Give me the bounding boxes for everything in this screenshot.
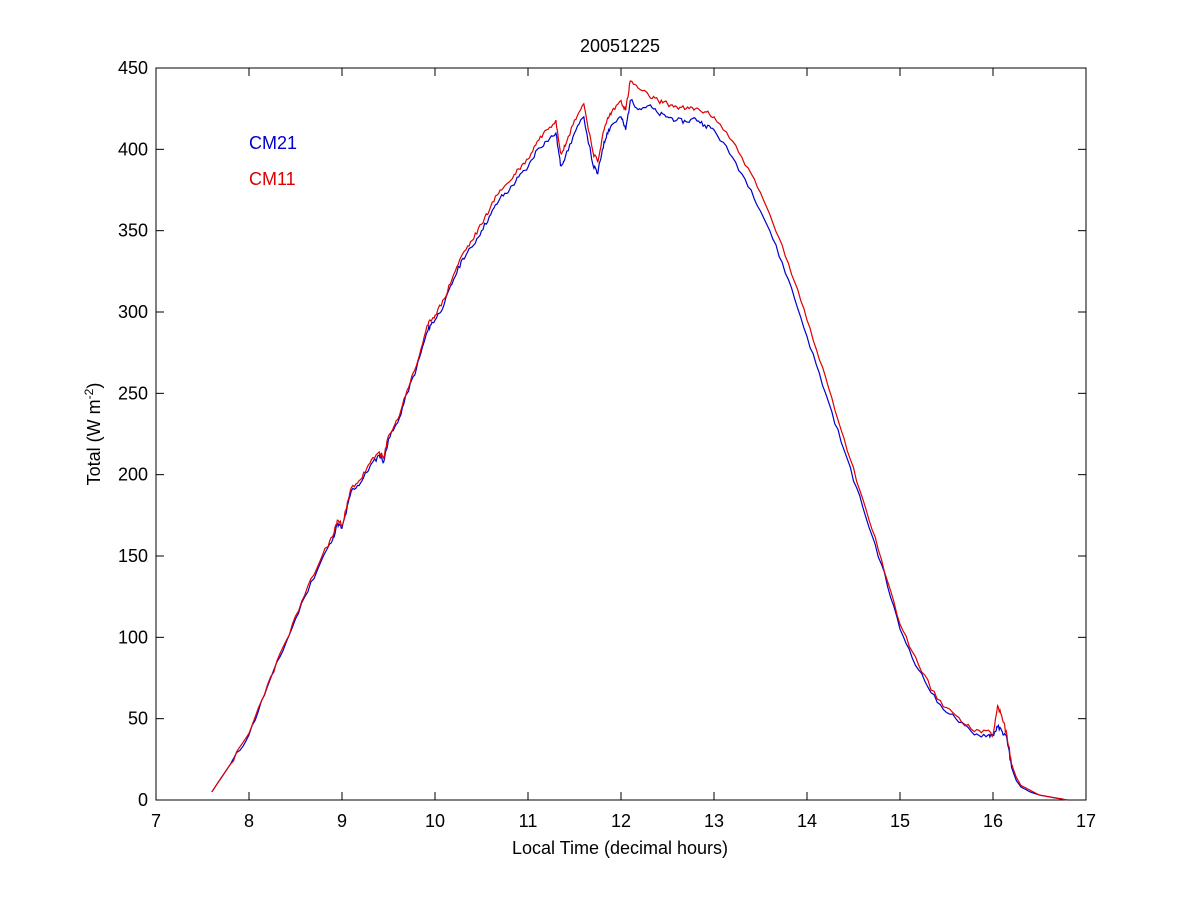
series-lines <box>211 80 1068 801</box>
x-tick-label: 16 <box>983 811 1003 831</box>
y-tick-label: 300 <box>118 302 148 322</box>
y-tick-label: 100 <box>118 627 148 647</box>
y-tick-label: 200 <box>118 465 148 485</box>
legend-label-cm21: CM21 <box>249 133 297 153</box>
y-tick-label: 50 <box>128 709 148 729</box>
x-tick-label: 12 <box>611 811 631 831</box>
y-tick-label: 350 <box>118 221 148 241</box>
y-tick-label: 250 <box>118 383 148 403</box>
y-axis-label: Total (W m-2) <box>82 383 104 486</box>
y-axis-label-main: Total (W m <box>84 399 104 485</box>
x-tick-label: 11 <box>519 811 538 831</box>
series-line-cm11 <box>211 80 1068 801</box>
legend: CM21 CM11 <box>249 133 297 189</box>
y-axis-label-close: ) <box>84 383 104 389</box>
y-tick-label: 400 <box>118 139 148 159</box>
legend-label-cm11: CM11 <box>249 169 296 189</box>
series-line-cm21 <box>211 98 1068 801</box>
x-tick-label: 13 <box>704 811 724 831</box>
x-axis-label: Local Time (decimal hours) <box>512 838 728 858</box>
x-tick-label: 17 <box>1076 811 1096 831</box>
axis-ticks: 7 8 9 10 11 12 13 14 15 16 17 0 50 100 150 200 250 300 350… <box>118 58 1096 831</box>
chart-title: 20051225 <box>580 36 660 56</box>
y-axis-label-superscript: -2 <box>82 388 96 399</box>
x-tick-label: 10 <box>425 811 445 831</box>
x-tick-label: 15 <box>890 811 910 831</box>
y-tick-label: 150 <box>118 546 148 566</box>
x-tick-label: 14 <box>797 811 817 831</box>
x-tick-label: 9 <box>337 811 347 831</box>
y-tick-label: 450 <box>118 58 148 78</box>
x-tick-label: 7 <box>151 811 161 831</box>
y-tick-label: 0 <box>138 790 148 810</box>
x-tick-label: 8 <box>244 811 254 831</box>
